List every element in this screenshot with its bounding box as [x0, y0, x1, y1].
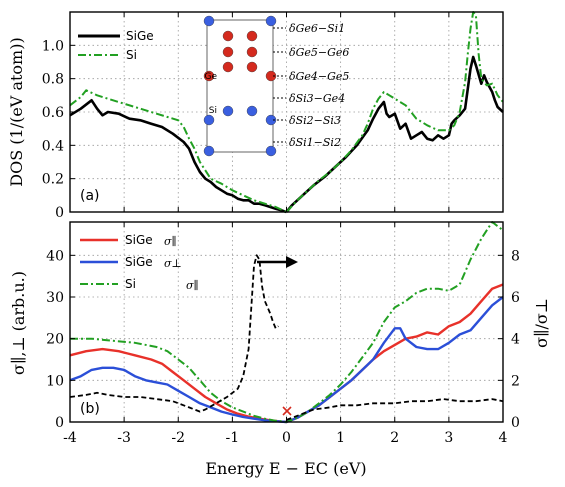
- series-line-3: [286, 398, 504, 421]
- series-line-2: [70, 221, 504, 423]
- legend-label-sige-par: SiGe: [125, 233, 153, 247]
- layer-label: δSi3−Ge4: [289, 92, 345, 105]
- legend-label-si: Si: [126, 48, 137, 62]
- legend-panel-b: SiGe σ∥ SiGe σ⊥ Si σ∥: [80, 233, 199, 292]
- series-line-sige: [69, 99, 287, 214]
- cbm-marker: [282, 406, 292, 416]
- y-tick-label-right: 2: [511, 373, 520, 389]
- legend-symbol-si-par: σ∥: [186, 279, 199, 292]
- layer-label: δGe6−Si1: [289, 22, 345, 35]
- y-tick-label-left: 10: [46, 373, 64, 389]
- y-tick-label: 1.0: [42, 38, 64, 54]
- legend-panel-a: SiGe Si: [78, 29, 154, 62]
- legend-label-sige-perp: SiGe: [125, 255, 153, 269]
- si-atom: [203, 145, 215, 157]
- panel-b-y-axis-left-label: σ∥,⊥ (arb.u.): [9, 271, 28, 375]
- y-tick-label: 0.6: [42, 105, 64, 121]
- x-tick-label: 4: [499, 430, 508, 446]
- legend-symbol-sige-perp: σ⊥: [164, 257, 182, 270]
- y-tick-label-left: 20: [46, 332, 64, 348]
- ge-atom: [222, 61, 234, 73]
- ge-atom: [203, 70, 215, 82]
- panel-b: 0 10 20 30 40 0 2 4 6 8 -4 -3 -2 -1 0 1 2 3 4: [46, 221, 520, 446]
- y-tick-label: 0.4: [42, 138, 64, 154]
- x-tick-label: -3: [117, 430, 131, 446]
- series-line-si: [69, 89, 287, 213]
- right-axis-arrow: [257, 256, 298, 268]
- x-tick-label: -4: [63, 430, 77, 446]
- x-tick-label: 3: [444, 430, 453, 446]
- y-tick-label-left: 40: [46, 248, 64, 264]
- y-tick-label-right: 4: [511, 332, 520, 348]
- si-atom: [265, 114, 277, 126]
- si-atom: [203, 15, 215, 27]
- panel-b-y-axis-right-label: σ∥/σ⊥: [532, 298, 551, 348]
- inset-label-si: Si: [209, 106, 217, 116]
- ge-atom: [246, 30, 258, 42]
- series-line-si: [285, 11, 504, 213]
- layer-label: δGe4−Ge5: [289, 70, 349, 83]
- si-atom: [265, 145, 277, 157]
- panel-a: 0 0.2 0.4 0.6 0.8 1.0: [42, 11, 504, 221]
- si-atom: [265, 15, 277, 27]
- y-tick-label-left: 0: [55, 415, 64, 431]
- ge-atom: [246, 46, 258, 58]
- panel-a-y-axis-label: DOS (1/(eV atom)): [7, 37, 26, 186]
- x-tick-label: 1: [336, 430, 345, 446]
- panel-b-label: (b): [80, 401, 100, 417]
- inset-label-ge: Ge: [204, 72, 217, 82]
- y-tick-label-left: 30: [46, 290, 64, 306]
- inset-box: [206, 19, 274, 153]
- x-tick-label: 2: [390, 430, 399, 446]
- si-atom: [203, 114, 215, 126]
- si-atom: [246, 105, 258, 117]
- y-tick-label-right: 8: [511, 248, 520, 264]
- x-tick-label: -1: [226, 430, 240, 446]
- legend-label-si-par: Si: [125, 277, 136, 291]
- layer-label: δSi1−Si2: [289, 136, 341, 149]
- y-tick-label: 0.2: [42, 172, 64, 188]
- x-axis-label: Energy E − EC (eV): [205, 459, 366, 478]
- legend-symbol-sige-par: σ∥: [164, 235, 177, 248]
- x-tick-label: 0: [282, 430, 291, 446]
- y-tick-label-right: 0: [511, 415, 520, 431]
- y-tick-label-right: 6: [511, 290, 520, 306]
- ge-atom: [222, 46, 234, 58]
- ge-atom: [222, 30, 234, 42]
- panel-a-label: (a): [80, 188, 100, 204]
- ge-atom: [265, 70, 277, 82]
- series-line-3: [69, 254, 279, 413]
- y-tick-label: 0: [55, 205, 64, 221]
- crystal-inset: Ge Si δGe6−Si1 δGe5−Ge6 δGe4−Ge5 δSi3−Ge4 δSi2…: [203, 15, 349, 157]
- legend-label-sige: SiGe: [126, 29, 154, 43]
- layer-label: δGe5−Ge6: [289, 46, 349, 59]
- si-atom: [222, 105, 234, 117]
- layer-label: δSi2−Si3: [289, 114, 341, 127]
- x-tick-label: -2: [171, 430, 185, 446]
- y-tick-label: 0.8: [42, 72, 64, 88]
- ge-atom: [246, 61, 258, 73]
